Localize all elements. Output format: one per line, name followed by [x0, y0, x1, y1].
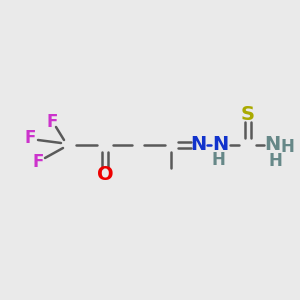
Text: H: H — [211, 151, 225, 169]
Text: H: H — [268, 152, 282, 170]
Text: O: O — [97, 166, 113, 184]
Text: F: F — [24, 129, 36, 147]
Text: N: N — [264, 136, 280, 154]
Text: F: F — [32, 153, 44, 171]
Text: S: S — [241, 106, 255, 124]
Text: H: H — [280, 138, 294, 156]
Text: F: F — [46, 113, 58, 131]
Text: N: N — [190, 136, 206, 154]
Text: N: N — [212, 136, 228, 154]
